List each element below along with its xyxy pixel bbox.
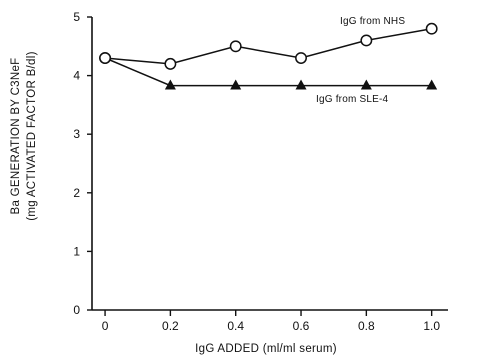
data-point-nhs: [164, 57, 177, 70]
x-axis-title: IgG ADDED (ml/ml serum): [195, 343, 337, 355]
data-point-nhs-origin: [99, 52, 112, 64]
data-point-nhs: [360, 34, 373, 47]
y-tick-label: 3: [73, 127, 80, 141]
data-point-nhs: [229, 40, 242, 53]
series: [99, 22, 438, 90]
y-tick-label: 4: [73, 69, 80, 83]
series-line-nhs: [105, 27, 432, 65]
data-point-nhs: [425, 22, 438, 35]
data-point-nhs: [295, 52, 307, 64]
x-tick-label: 0.8: [358, 319, 375, 333]
x-tick-label: 0.6: [293, 319, 310, 333]
y-axis-title-line-2: (mg ACTIVATED FACTOR B/dl): [26, 51, 38, 220]
x-tick-label: 0: [102, 319, 109, 333]
x-tick-label: 1.0: [423, 319, 440, 333]
y-tick-label: 5: [73, 10, 80, 24]
series-label-sle4: IgG from SLE-4: [316, 94, 389, 105]
x-tick-label: 0.4: [227, 319, 244, 333]
y-tick-label: 0: [73, 303, 80, 317]
data-point-sle4: [230, 79, 242, 90]
chart-labels: IgG ADDED (ml/ml serum) Ba GENERATION BY…: [10, 16, 405, 355]
y-axis-title-line-1: Ba GENERATION BY C3NeF: [10, 58, 22, 215]
x-tick-label: 0.2: [162, 319, 179, 333]
series-line-sle4: [104, 57, 432, 87]
y-tick-label: 1: [73, 244, 80, 258]
data-point-sle4: [426, 79, 438, 90]
data-point-sle4: [164, 79, 176, 90]
data-point-sle4: [295, 79, 307, 90]
axes: 0 1 2 3 4 5 0 0.2 0.4 0.6 0.8 1.0: [73, 10, 448, 333]
series-label-nhs: IgG from NHS: [340, 16, 405, 27]
y-tick-label: 2: [73, 186, 80, 200]
data-point-sle4: [360, 79, 372, 90]
